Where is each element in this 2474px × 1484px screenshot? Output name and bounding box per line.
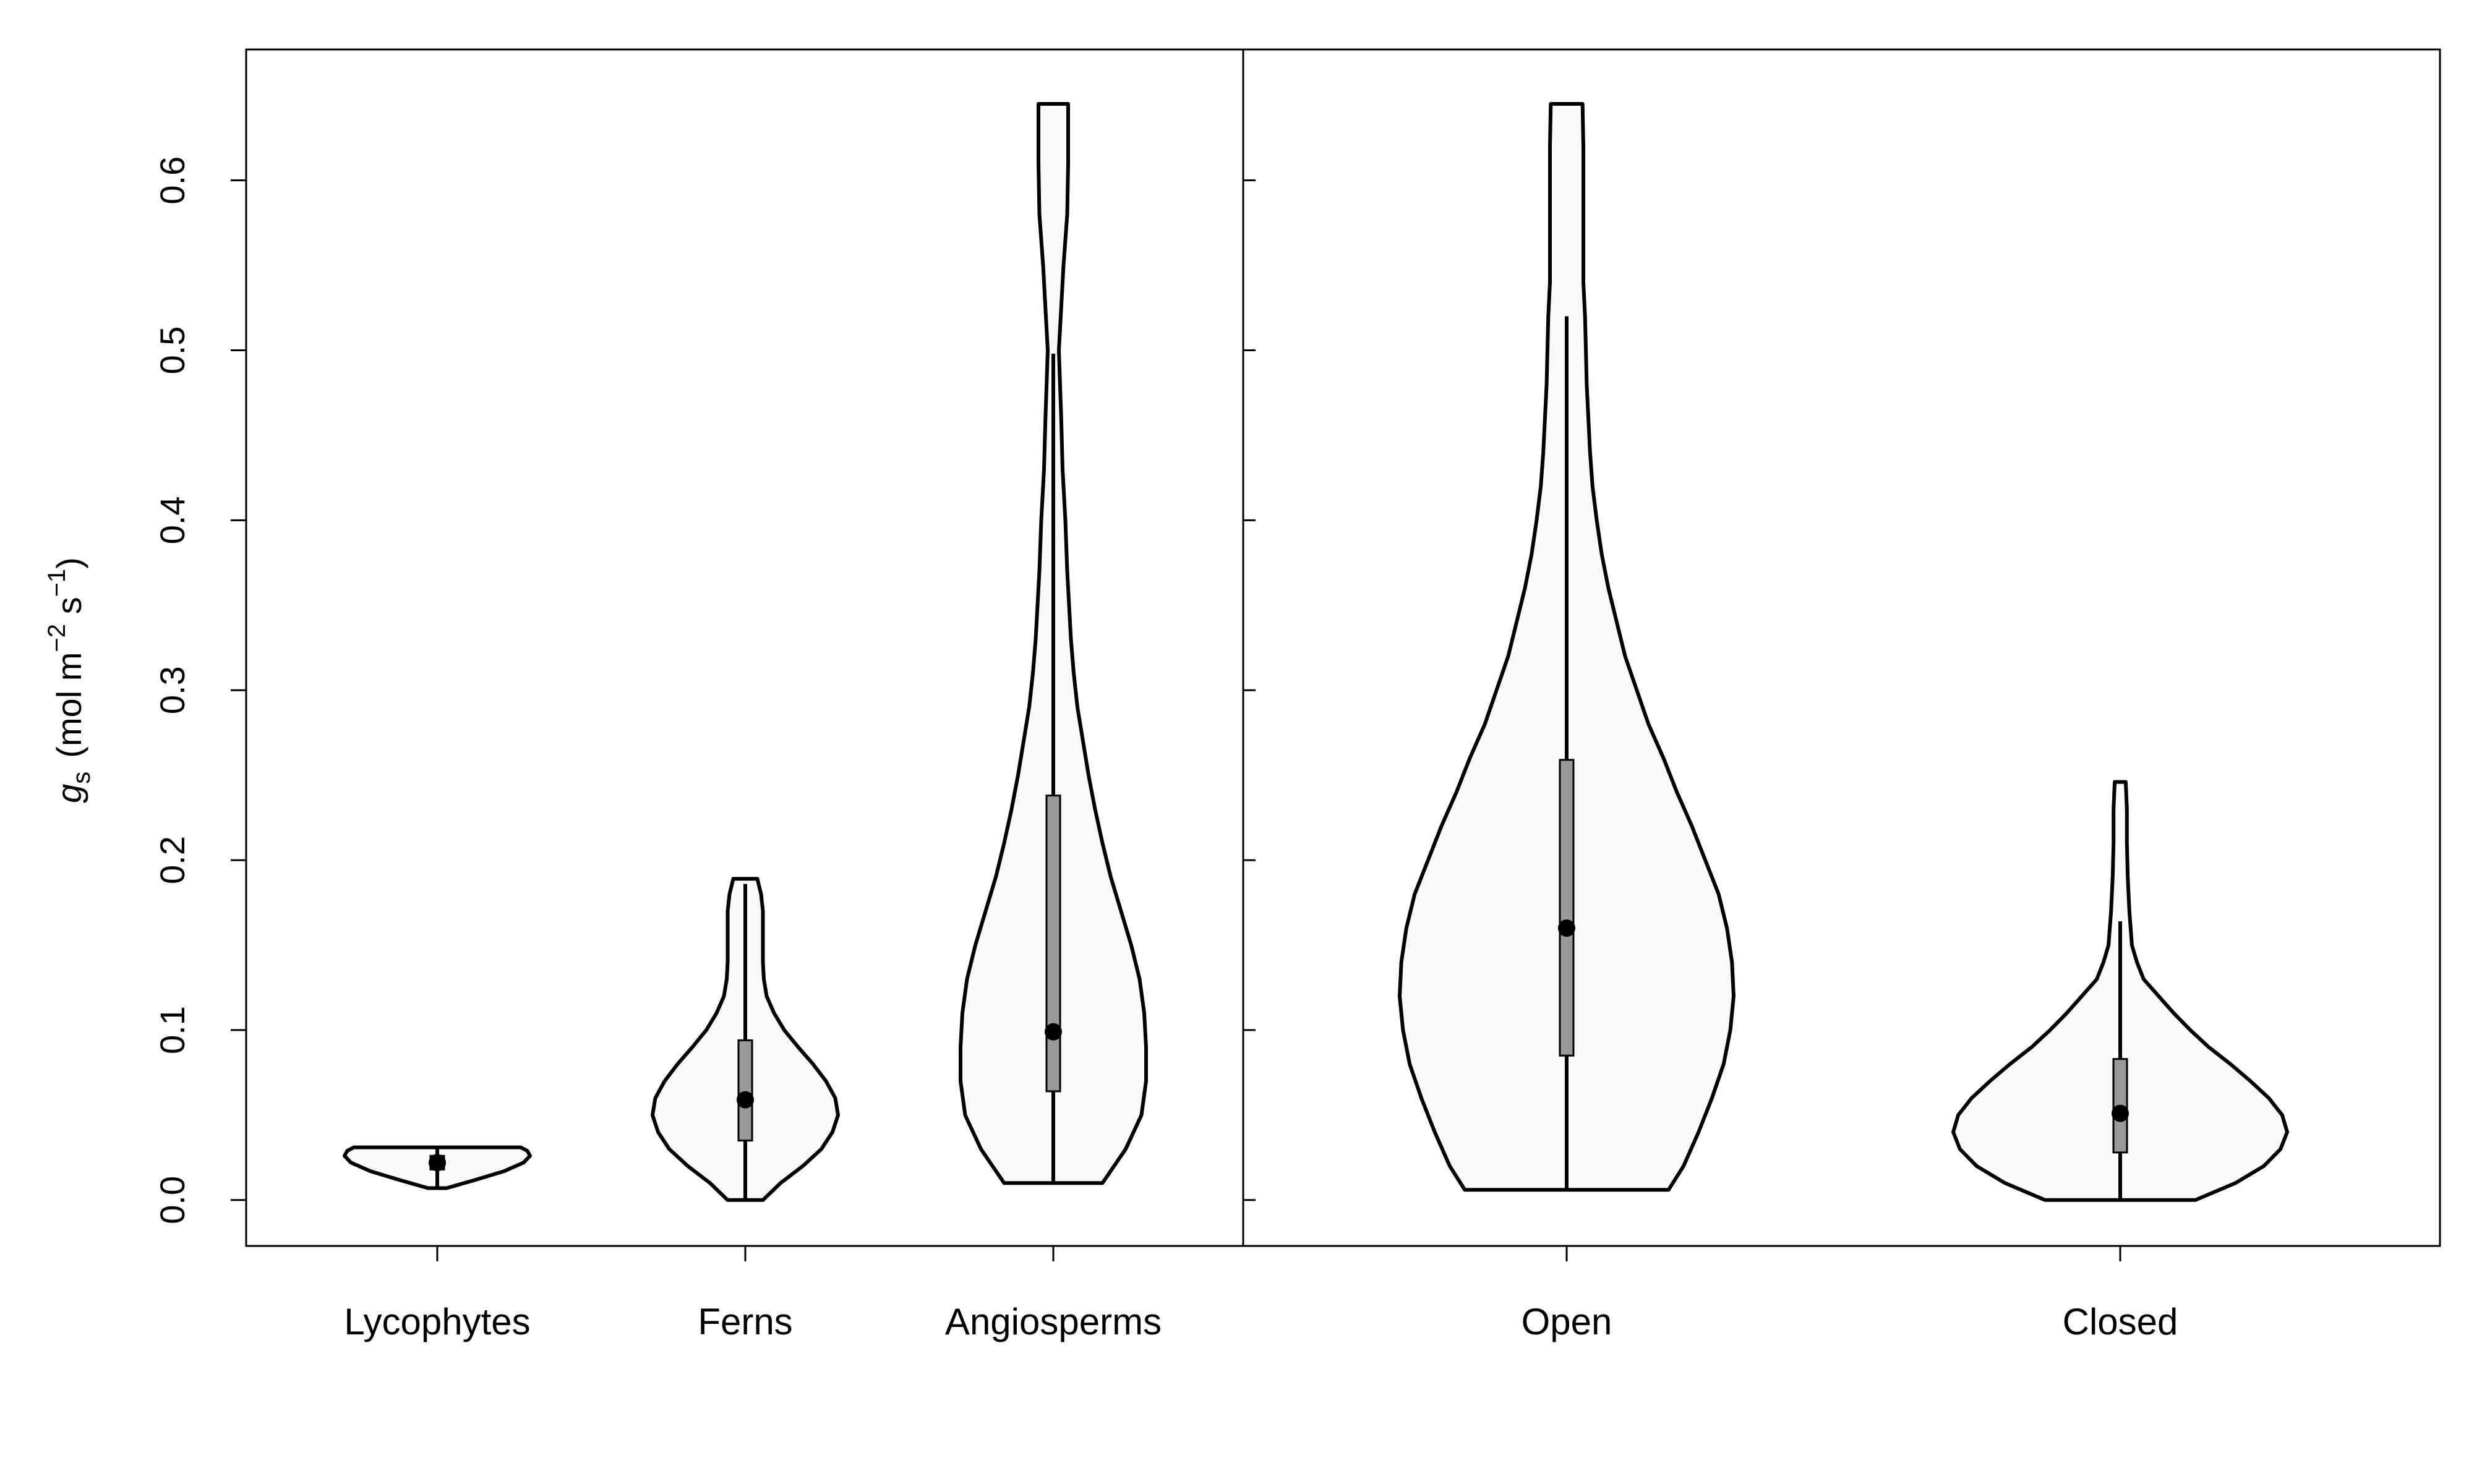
y-axis-label-symbol: g: [49, 784, 88, 803]
x-tick-label-angiosperms: Angiosperms: [945, 1301, 1162, 1342]
y-tick-label: 0.5: [153, 326, 192, 375]
y-axis-label-exp2: −1: [43, 569, 71, 597]
iqr-box-angiosperms: [1045, 795, 1061, 1093]
median-point-angiosperms: [1045, 1023, 1062, 1041]
y-axis-label-units-open: (mol m: [49, 652, 88, 758]
y-axis-label-subscript: s: [68, 772, 95, 784]
x-tick-label-open: Open: [1522, 1301, 1612, 1342]
median-point-lycophytes: [429, 1154, 446, 1172]
y-tick-label: 0.0: [153, 1176, 192, 1224]
median-point-open: [1558, 919, 1575, 937]
iqr-box-ferns: [737, 1039, 753, 1142]
y-axis-label-units-close: ): [49, 557, 88, 569]
median-point-ferns: [737, 1091, 754, 1109]
x-axis: Lycophytes Ferns Angiosperms Open Closed: [344, 1246, 2178, 1342]
iqr-box-open: [1559, 759, 1575, 1057]
x-tick-label-lycophytes: Lycophytes: [344, 1301, 530, 1342]
y-axis-label: gs(mol m−2 s−1): [43, 557, 95, 803]
y-axis-label-units-mid: s: [49, 597, 88, 624]
panels-layer: [245, 48, 2441, 1247]
y-tick-label: 0.2: [153, 836, 192, 884]
y-axis: 0.0 0.1 0.2 0.3 0.4 0.5 0.6: [153, 156, 1256, 1224]
median-point-closed: [2112, 1104, 2129, 1122]
x-tick-label-ferns: Ferns: [698, 1301, 792, 1342]
y-tick-label: 0.1: [153, 1006, 192, 1054]
y-tick-label: 0.4: [153, 496, 192, 544]
panel-frame-2: [1242, 48, 2441, 1247]
y-tick-label: 0.3: [153, 666, 192, 714]
x-tick-label-closed: Closed: [2063, 1301, 2178, 1342]
y-axis-label-exp1: −2: [43, 624, 71, 652]
y-tick-label: 0.6: [153, 156, 192, 205]
